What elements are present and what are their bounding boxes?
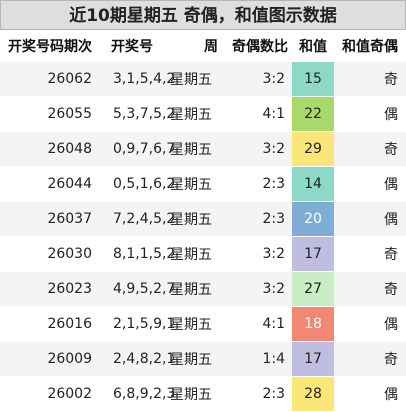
weekday-cell: 星期五 [164,271,228,307]
table-row: 26030 8,1,1,5,2 星期五 3:2 17 奇 [0,236,406,272]
sum-parity-cell: 奇 [334,236,406,272]
odd-even-ratio-cell: 3:2 [228,131,292,167]
header-sum-parity: 和值奇偶 [334,30,406,62]
table-row: 26023 4,9,5,2,7 星期五 3:2 27 奇 [0,271,406,307]
sum-cell: 17 [292,236,334,272]
sum-parity-cell: 奇 [334,341,406,377]
odd-even-ratio-cell: 1:4 [228,341,292,377]
odd-even-ratio-cell: 2:3 [228,376,292,412]
weekday-cell: 星期五 [164,96,228,132]
header-weekday: 周 [164,30,228,62]
sum-cell: 15 [292,62,334,97]
odd-even-ratio-cell: 4:1 [228,96,292,132]
sum-cell: 14 [292,166,334,202]
table-row: 26002 6,8,9,2,3 星期五 2:3 28 偶 [0,376,406,412]
odd-even-ratio-cell: 3:2 [228,236,292,272]
table-header-row: 开奖号码期次 开奖号 周 奇偶数比 和值 和值奇偶 [0,30,406,62]
sum-cell: 22 [292,96,334,132]
odd-even-ratio-cell: 4:1 [228,306,292,342]
numbers-cell: 2,4,8,2,1 [100,341,175,377]
header-odd-even-ratio: 奇偶数比 [228,30,292,62]
numbers-cell: 5,3,7,5,2 [100,96,175,132]
sum-parity-cell: 偶 [334,376,406,412]
table-row: 26062 3,1,5,4,2 星期五 3:2 15 奇 [0,62,406,97]
odd-even-ratio-cell: 3:2 [228,62,292,97]
sum-cell: 29 [292,131,334,167]
issue-cell: 26009 [0,341,100,377]
draw-data-table: 开奖号码期次 开奖号 周 奇偶数比 和值 和值奇偶 26062 3,1,5,4,2… [0,30,406,412]
sum-cell: 20 [292,201,334,237]
odd-even-ratio-cell: 2:3 [228,166,292,202]
sum-parity-cell: 偶 [334,166,406,202]
table-row: 26048 0,9,7,6,7 星期五 3:2 29 奇 [0,131,406,167]
table-row: 26037 7,2,4,5,2 星期五 2:3 20 偶 [0,201,406,237]
issue-cell: 26023 [0,271,100,307]
sum-parity-cell: 偶 [334,96,406,132]
sum-cell: 17 [292,341,334,377]
weekday-cell: 星期五 [164,376,228,412]
page-title: 近10期星期五 奇偶，和值图示数据 [0,0,406,30]
weekday-cell: 星期五 [164,166,228,202]
sum-parity-cell: 偶 [334,201,406,237]
weekday-cell: 星期五 [164,62,228,97]
header-numbers: 开奖号 [100,30,164,62]
sum-parity-cell: 奇 [334,271,406,307]
numbers-cell: 0,9,7,6,7 [100,131,175,167]
sum-parity-cell: 奇 [334,62,406,97]
issue-cell: 26030 [0,236,100,272]
weekday-cell: 星期五 [164,236,228,272]
table-row: 26016 2,1,5,9,1 星期五 4:1 18 偶 [0,306,406,342]
table-row: 26055 5,3,7,5,2 星期五 4:1 22 偶 [0,96,406,132]
numbers-cell: 7,2,4,5,2 [100,201,175,237]
weekday-cell: 星期五 [164,341,228,377]
issue-cell: 26044 [0,166,100,202]
sum-cell: 28 [292,376,334,412]
sum-cell: 27 [292,271,334,307]
numbers-cell: 4,9,5,2,7 [100,271,175,307]
sum-parity-cell: 偶 [334,306,406,342]
weekday-cell: 星期五 [164,201,228,237]
numbers-cell: 6,8,9,2,3 [100,376,175,412]
issue-cell: 26062 [0,62,100,97]
header-sum: 和值 [292,30,334,62]
sum-parity-cell: 奇 [334,131,406,167]
issue-cell: 26055 [0,96,100,132]
numbers-cell: 2,1,5,9,1 [100,306,175,342]
numbers-cell: 8,1,1,5,2 [100,236,175,272]
header-issue: 开奖号码期次 [0,30,100,62]
odd-even-ratio-cell: 3:2 [228,271,292,307]
sum-cell: 18 [292,306,334,342]
issue-cell: 26002 [0,376,100,412]
weekday-cell: 星期五 [164,131,228,167]
odd-even-ratio-cell: 2:3 [228,201,292,237]
issue-cell: 26048 [0,131,100,167]
issue-cell: 26016 [0,306,100,342]
issue-cell: 26037 [0,201,100,237]
weekday-cell: 星期五 [164,306,228,342]
numbers-cell: 0,5,1,6,2 [100,166,175,202]
table-row: 26009 2,4,8,2,1 星期五 1:4 17 奇 [0,341,406,377]
numbers-cell: 3,1,5,4,2 [100,62,175,97]
table-row: 26044 0,5,1,6,2 星期五 2:3 14 偶 [0,166,406,202]
